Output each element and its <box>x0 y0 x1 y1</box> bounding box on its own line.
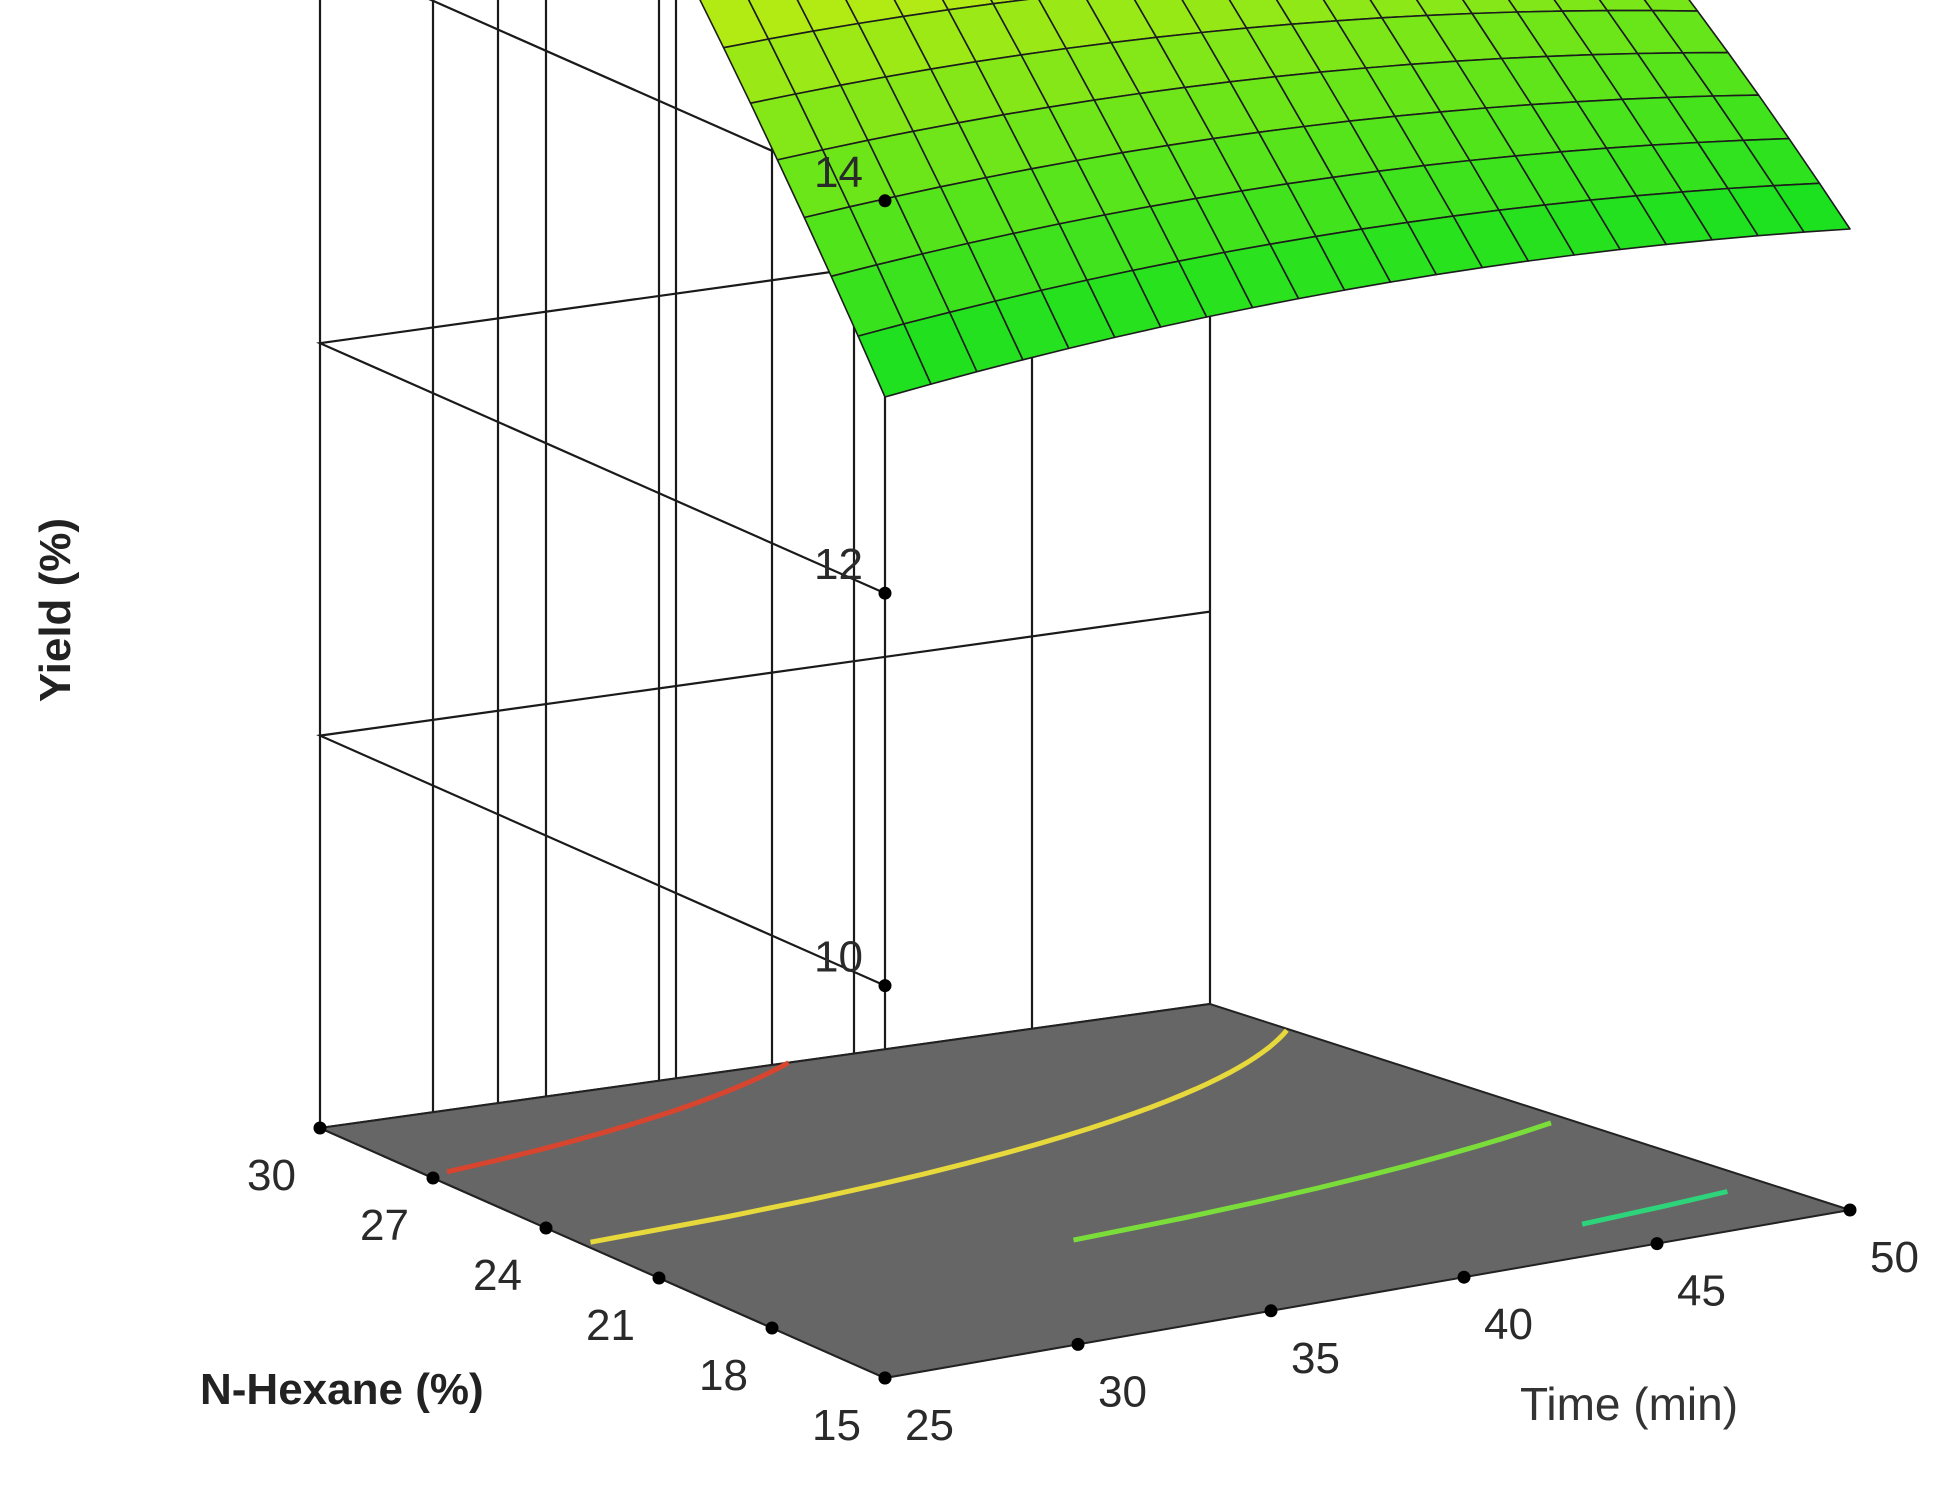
z-tick-label: 14 <box>814 148 863 197</box>
hexane-tick-dot <box>652 1271 666 1285</box>
time-tick-dot <box>1650 1237 1664 1251</box>
wall-gridline-z <box>316 610 1211 987</box>
contour-line <box>1581 1189 1728 1227</box>
floor-plane <box>316 1002 1851 1380</box>
hexane-tick-label: 15 <box>812 1401 861 1450</box>
time-tick-dot <box>878 1371 892 1385</box>
z-tick-dot <box>878 979 892 993</box>
floor-polygon <box>316 1002 1851 1380</box>
wall-gridline-z <box>428 0 886 202</box>
hexane-tick-dot <box>765 1321 779 1335</box>
time-tick-label: 25 <box>905 1401 954 1450</box>
time-tick-label: 40 <box>1484 1300 1533 1349</box>
hexane-tick-label: 24 <box>473 1251 522 1300</box>
floor-contours <box>446 1028 1728 1245</box>
response-surface <box>699 0 1851 398</box>
z-tick-label: 12 <box>814 540 863 589</box>
surface-cell <box>1772 182 1851 233</box>
contour-line <box>1073 1120 1552 1243</box>
z-tick-dot <box>878 194 892 208</box>
time-tick-dot <box>1457 1270 1471 1284</box>
axis-labels: Yield (%) N-Hexane (%) Time (min) <box>31 518 1738 1430</box>
hexane-tick-dot <box>426 1171 440 1185</box>
x-axis-title: Time (min) <box>1520 1378 1738 1430</box>
z-tick-label: 10 <box>814 933 863 982</box>
time-tick-dot <box>1071 1337 1085 1351</box>
hexane-tick-dot <box>539 1221 553 1235</box>
z-tick-dot <box>878 586 892 600</box>
z-axis-title: Yield (%) <box>31 518 80 702</box>
hexane-tick-label: 21 <box>586 1301 635 1350</box>
time-tick-dot <box>1843 1203 1857 1217</box>
time-tick-label: 30 <box>1098 1367 1147 1416</box>
axis-ticks: 1012141618151821242730253035404550 <box>247 148 1919 1450</box>
time-tick-label: 50 <box>1870 1233 1919 1282</box>
time-tick-dot <box>1264 1304 1278 1318</box>
y-axis-title: N-Hexane (%) <box>200 1365 484 1414</box>
hexane-tick-label: 30 <box>247 1151 296 1200</box>
contour-line <box>590 1028 1289 1245</box>
hexane-tick-label: 27 <box>360 1201 409 1250</box>
hexane-tick-label: 18 <box>699 1351 748 1400</box>
hexane-tick-dot <box>313 1121 327 1135</box>
time-tick-label: 35 <box>1291 1334 1340 1383</box>
contour-line <box>446 1060 790 1175</box>
time-tick-label: 45 <box>1677 1267 1726 1316</box>
